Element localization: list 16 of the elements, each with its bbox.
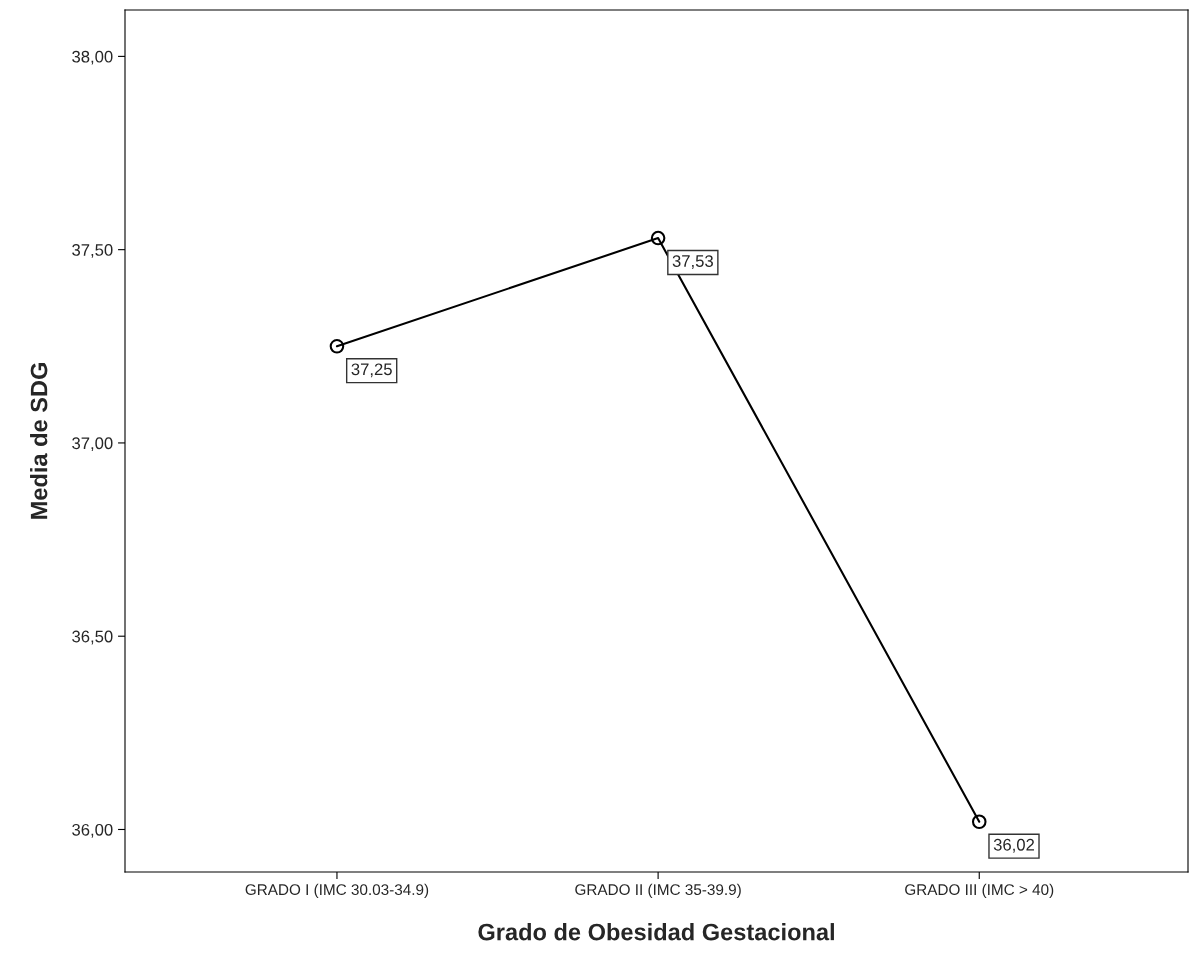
point — [650, 230, 666, 246]
y-tick-label: 37,00 — [72, 437, 113, 452]
x-tick-label: GRADO II (IMC 35-39.9) — [575, 883, 741, 899]
data-label: 37,25 — [351, 363, 392, 378]
data-label: 37,53 — [672, 255, 713, 269]
y-tick-label: 37,50 — [72, 244, 113, 258]
y-axis-title: Media de SDG — [30, 363, 48, 519]
x-tick-label: GRADO III (IMC > 40) — [905, 883, 1054, 899]
y-tick-label: 38,00 — [72, 50, 113, 65]
x-axis-title: Grado de Obesidad Gestacional — [478, 923, 834, 941]
data-label: 36,02 — [993, 838, 1035, 853]
x-tick-label: GRADO I (IMC 30.03-34.9) — [245, 883, 429, 899]
point — [329, 339, 345, 354]
point — [971, 814, 987, 830]
y-tick-label: 36,00 — [72, 823, 113, 838]
y-tick-label: 36,50 — [72, 630, 113, 645]
